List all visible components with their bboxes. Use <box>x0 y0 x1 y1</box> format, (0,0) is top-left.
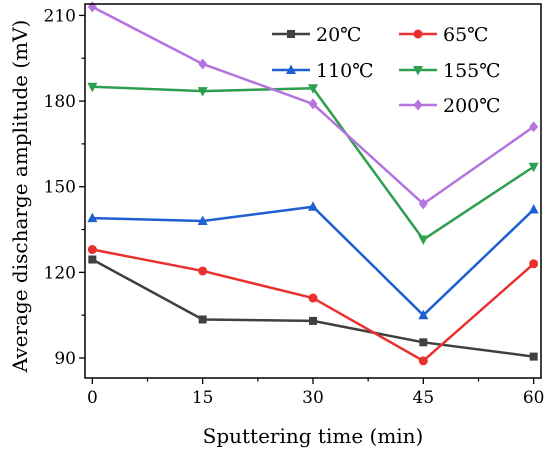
legend-item-2: 110℃ <box>272 60 374 82</box>
legend-swatch-marker <box>413 29 423 39</box>
plot-markers <box>87 1 539 366</box>
y-tick-label: 210 <box>44 6 76 26</box>
data-point-series-3 <box>87 82 98 93</box>
x-tick-label: 45 <box>413 388 435 408</box>
y-tick-label: 90 <box>54 349 76 369</box>
legend-label: 65℃ <box>443 24 488 46</box>
data-point-series-2 <box>87 212 98 223</box>
x-tick-label: 60 <box>523 388 545 408</box>
x-tick-label: 0 <box>87 388 98 408</box>
legend-item-4: 200℃ <box>399 95 501 117</box>
data-point-series-1 <box>529 259 539 269</box>
data-point-series-4 <box>529 121 539 133</box>
data-point-series-3 <box>528 162 539 173</box>
data-point-series-1 <box>418 356 428 366</box>
legend-swatch-marker <box>286 64 296 74</box>
data-point-series-2 <box>418 309 429 320</box>
legend-label: 155℃ <box>443 60 501 82</box>
legend-swatch-marker <box>287 30 295 38</box>
data-point-series-4 <box>308 98 318 110</box>
y-tick-label: 120 <box>44 263 76 283</box>
data-point-series-1 <box>198 266 208 276</box>
legend-item-3: 155℃ <box>399 60 501 82</box>
legend-item-0: 20℃ <box>272 24 361 46</box>
data-point-series-4 <box>198 58 208 70</box>
data-point-series-1 <box>308 293 318 303</box>
data-point-series-2 <box>528 204 539 214</box>
data-point-series-0 <box>529 352 538 361</box>
legend-label: 200℃ <box>443 95 501 117</box>
data-point-series-2 <box>308 201 318 211</box>
x-tick-label: 15 <box>192 388 214 408</box>
legend: 20℃ 65℃ 110℃ 155℃ 200℃ <box>272 24 501 117</box>
data-point-series-4 <box>418 198 428 210</box>
data-point-series-0 <box>419 338 428 347</box>
y-axis: 90 120 150 180 210 <box>44 6 85 369</box>
data-point-series-3 <box>308 84 318 94</box>
data-point-series-2 <box>197 215 208 225</box>
data-point-series-3 <box>418 235 429 246</box>
data-point-series-3 <box>197 87 208 97</box>
data-point-series-0 <box>88 255 97 264</box>
y-tick-label: 180 <box>44 92 76 112</box>
data-point-series-4 <box>87 1 97 13</box>
data-point-series-1 <box>87 245 97 255</box>
legend-label: 20℃ <box>316 24 361 46</box>
x-axis: 0 15 30 45 60 <box>87 378 545 408</box>
data-point-series-0 <box>198 315 207 324</box>
x-tick-label: 30 <box>302 388 324 408</box>
y-axis-title: Average discharge amplitude (mV) <box>8 20 32 374</box>
legend-swatch-marker <box>413 99 423 111</box>
legend-label: 110℃ <box>316 60 374 82</box>
series-line-1 <box>92 248 535 363</box>
y-tick-label: 150 <box>44 178 76 198</box>
legend-swatch-marker <box>413 66 423 76</box>
legend-item-1: 65℃ <box>399 24 488 46</box>
data-point-series-0 <box>309 316 317 325</box>
x-axis-title: Sputtering time (min) <box>203 424 424 448</box>
